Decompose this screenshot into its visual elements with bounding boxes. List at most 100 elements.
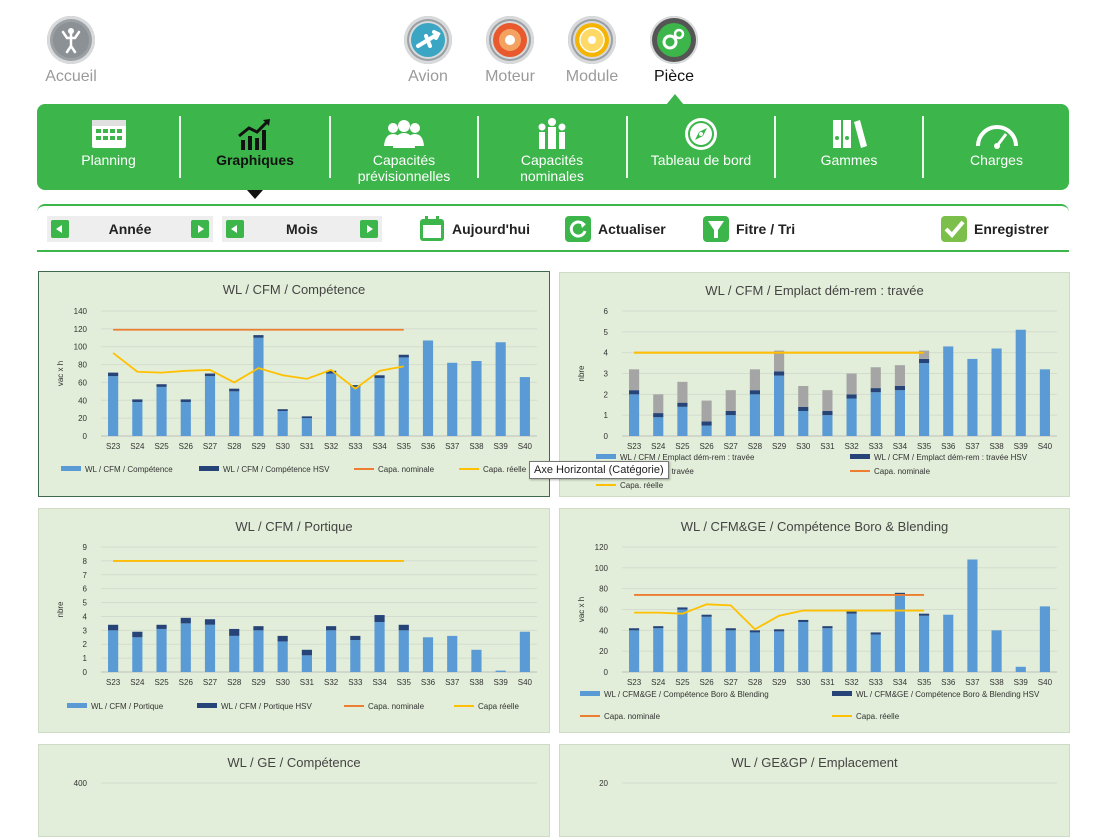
chart-title: WL / CFM / Portique <box>235 519 352 534</box>
x-tick-label: S35 <box>397 678 412 687</box>
ribbon-capacites-nominales-label: Capacités nominales <box>479 152 625 184</box>
legend-label: Capa. réelle <box>483 465 527 474</box>
nav-avion[interactable]: Avion <box>383 16 473 86</box>
person-icon <box>47 16 95 64</box>
x-tick-label: S23 <box>627 442 642 451</box>
legend-label: WL / CFM / Compétence <box>85 465 173 474</box>
bar <box>229 628 240 636</box>
nav-moteur[interactable]: Moteur <box>465 16 555 86</box>
ribbon-capacites-nominales-line1: Capacités <box>520 152 584 168</box>
ribbon-planning-label: Planning <box>81 152 136 168</box>
legend-label: WL / CFM / Portique <box>91 702 164 711</box>
nav-accueil[interactable]: Accueil <box>26 16 116 86</box>
ribbon-capacites-previsionnelles[interactable]: Capacités prévisionnelles <box>331 104 477 190</box>
x-tick-label: S26 <box>179 678 194 687</box>
bar <box>301 416 312 419</box>
legend-label: Capa. nominale <box>378 465 435 474</box>
ribbon-gammes[interactable]: Gammes <box>776 104 922 190</box>
chart-panel-gegp-emplacement[interactable]: WL / GE&GP / Emplacement 20 <box>559 744 1070 837</box>
ribbon-charges[interactable]: Charges <box>924 104 1069 190</box>
y-tick-label: 2 <box>83 640 88 649</box>
bar <box>919 350 930 359</box>
bar <box>180 399 191 403</box>
chart-title: WL / GE / Compétence <box>227 755 360 770</box>
x-tick-label: S35 <box>917 678 932 687</box>
chart-panel-cfmge-boro[interactable]: WL / CFM&GE / Compétence Boro & Blending… <box>559 508 1070 733</box>
bar <box>894 592 905 595</box>
month-prev-button[interactable] <box>226 220 244 238</box>
toolbar: Année Mois Aujourd'hui Actualiser Fitre … <box>37 204 1069 252</box>
year-stepper: Année <box>47 216 213 242</box>
legend-swatch <box>832 691 852 696</box>
y-tick-label: 4 <box>604 349 609 358</box>
bar <box>519 377 530 436</box>
x-tick-label: S24 <box>651 442 666 451</box>
bar <box>495 342 506 436</box>
bar <box>156 628 167 672</box>
bar <box>326 626 337 631</box>
x-tick-label: S33 <box>348 442 363 451</box>
bar <box>749 369 760 391</box>
y-tick-label: 7 <box>83 571 88 580</box>
nav-piece[interactable]: Pièce <box>629 16 719 86</box>
bar <box>798 619 809 622</box>
chart-gegp-emplacement: WL / GE&GP / Emplacement 20 <box>599 755 1057 788</box>
nav-module-label: Module <box>565 68 619 85</box>
bar <box>156 624 167 629</box>
ribbon-graphiques[interactable]: Graphiques <box>181 104 329 190</box>
x-tick-label: S34 <box>893 442 908 451</box>
bar <box>326 373 337 436</box>
bar <box>653 394 664 414</box>
chart-panel-ge-competence[interactable]: WL / GE / Compétence 400 <box>38 744 550 837</box>
bar <box>229 391 240 436</box>
bar <box>967 358 978 436</box>
active-nav-pointer <box>666 94 684 105</box>
bar <box>749 632 760 672</box>
year-next-button[interactable] <box>191 220 209 238</box>
x-tick-label: S28 <box>227 442 242 451</box>
bar <box>822 628 833 672</box>
bar <box>870 392 881 436</box>
ribbon-graphiques-label: Graphiques <box>216 152 294 168</box>
y-tick-label: 80 <box>78 361 87 370</box>
legend-label: Capa. réelle <box>620 481 664 490</box>
chart-panel-cfm-portique[interactable]: WL / CFM / Portique 0 1 2 3 4 5 6 7 8 9 nbre S23 S24 S… <box>38 508 550 733</box>
bar <box>471 649 482 672</box>
x-tick-label: S34 <box>372 678 387 687</box>
bar <box>894 594 905 672</box>
year-label: Année <box>108 221 152 237</box>
active-tab-pointer <box>247 190 263 199</box>
x-tick-label: S27 <box>724 678 739 687</box>
y-tick-label: 60 <box>78 378 87 387</box>
x-tick-label: S32 <box>324 678 339 687</box>
x-tick-label: S39 <box>494 442 509 451</box>
bar <box>749 390 760 395</box>
chart-panel-cfm-competence[interactable]: WL / CFM / Compétence 0 20 40 60 80 100 120 140 v… <box>38 271 550 497</box>
ribbon-divider <box>922 116 924 178</box>
x-tick-label: S36 <box>421 442 436 451</box>
bar <box>798 622 809 672</box>
x-tick-label: S28 <box>748 442 763 451</box>
bar <box>846 398 857 436</box>
y-tick-label: 2 <box>604 390 609 399</box>
bar <box>991 630 1002 672</box>
bar <box>301 649 312 656</box>
bar <box>229 635 240 672</box>
y-tick-label: 100 <box>74 343 88 352</box>
x-tick-label: S40 <box>1038 442 1053 451</box>
year-prev-button[interactable] <box>51 220 69 238</box>
bar <box>629 390 640 395</box>
bar <box>774 375 785 436</box>
ribbon-tableau-de-bord[interactable]: Tableau de bord <box>628 104 774 190</box>
month-stepper: Mois <box>222 216 382 242</box>
nav-module[interactable]: Module <box>547 16 637 86</box>
ribbon-planning[interactable]: Planning <box>37 104 180 190</box>
nav-avion-label: Avion <box>408 68 448 85</box>
ribbon-capacites-nominales[interactable]: Capacités nominales <box>479 104 625 190</box>
bar <box>204 624 216 672</box>
month-next-button[interactable] <box>360 220 378 238</box>
y-tick-label: 0 <box>83 432 88 441</box>
bar <box>1039 606 1050 672</box>
chart-panel-cfm-emplact[interactable]: WL / CFM / Emplact dém-rem : travée 0 1 2 3 4… <box>559 272 1070 497</box>
y-tick-label: 0 <box>604 668 609 677</box>
